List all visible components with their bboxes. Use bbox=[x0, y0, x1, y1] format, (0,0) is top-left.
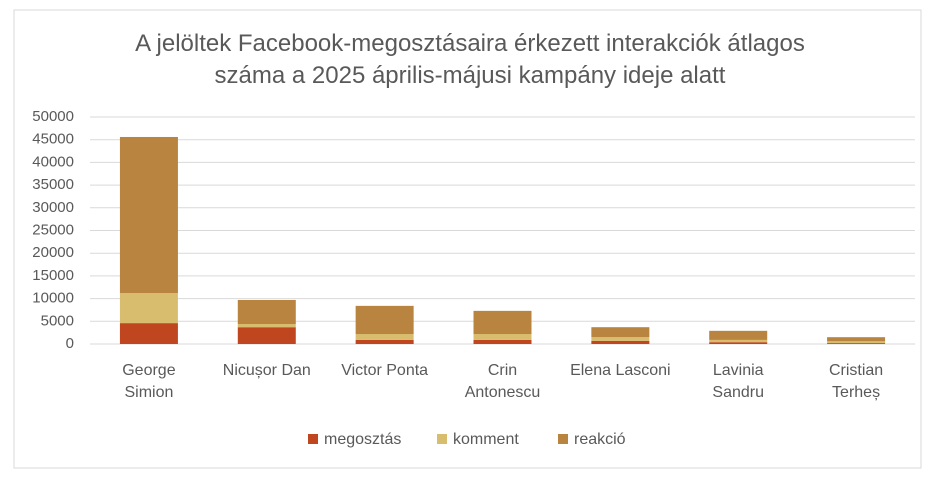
x-tick-label: Cristian Terheș bbox=[828, 362, 884, 401]
legend-label: reakció bbox=[574, 431, 626, 448]
x-tick-label: Victor Ponta bbox=[341, 362, 429, 379]
y-tick-label: 45000 bbox=[32, 131, 74, 148]
legend-swatch bbox=[437, 434, 447, 444]
bar-segment bbox=[473, 339, 532, 344]
bar-segment bbox=[119, 323, 178, 344]
bar-segment bbox=[119, 136, 178, 294]
legend-label: komment bbox=[453, 431, 519, 448]
y-tick-label: 25000 bbox=[32, 221, 74, 238]
bar-segment bbox=[355, 305, 414, 335]
bar-segment bbox=[591, 327, 650, 338]
bar-segment bbox=[355, 339, 414, 344]
bar-segment bbox=[473, 310, 532, 335]
y-tick-label: 20000 bbox=[32, 244, 74, 261]
x-tick-label: Crin Antonescu bbox=[464, 362, 541, 401]
x-tick-label: Lavinia Sandru bbox=[712, 362, 764, 401]
y-tick-label: 5000 bbox=[41, 312, 74, 329]
legend-label: megosztás bbox=[324, 431, 401, 448]
bar-segment bbox=[709, 342, 768, 344]
y-tick-label: 15000 bbox=[32, 267, 74, 284]
bar-segment bbox=[237, 324, 296, 328]
y-tick-label: 30000 bbox=[32, 199, 74, 216]
bar-segment bbox=[355, 334, 414, 340]
bar-segment bbox=[473, 334, 532, 340]
y-tick-label: 40000 bbox=[32, 153, 74, 170]
bar-segment bbox=[237, 299, 296, 325]
y-tick-label: 50000 bbox=[32, 108, 74, 125]
chart-title: A jelöltek Facebook-megosztásaira érkeze… bbox=[135, 30, 805, 89]
bar-segment bbox=[119, 293, 178, 324]
bar-segment bbox=[709, 330, 768, 340]
y-tick-label: 0 bbox=[66, 335, 74, 352]
y-tick-label: 10000 bbox=[32, 290, 74, 307]
x-tick-label: Elena Lasconi bbox=[570, 362, 671, 379]
bar-segment bbox=[827, 343, 886, 344]
bar-segment bbox=[237, 327, 296, 344]
x-tick-label: Nicușor Dan bbox=[222, 362, 311, 379]
legend-swatch bbox=[558, 434, 568, 444]
bar-segment bbox=[591, 340, 650, 344]
bar-segment bbox=[591, 337, 650, 341]
bar-segment bbox=[709, 339, 768, 343]
bar-segment bbox=[827, 337, 886, 342]
y-tick-label: 35000 bbox=[32, 176, 74, 193]
bar-segment bbox=[827, 341, 886, 344]
x-tick-label: George Simion bbox=[122, 362, 176, 401]
legend-swatch bbox=[308, 434, 318, 444]
